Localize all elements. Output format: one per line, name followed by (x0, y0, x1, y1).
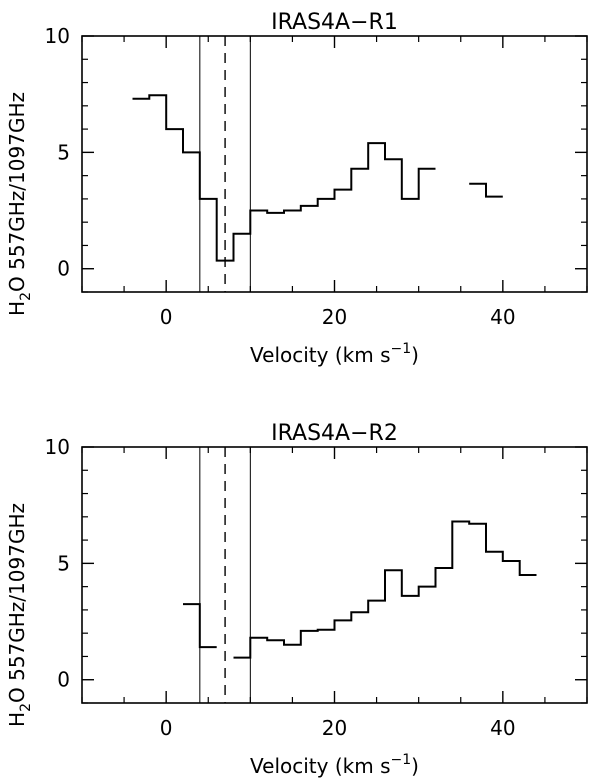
plot-frame (81, 446, 588, 704)
series-step-line (233, 520, 537, 659)
chart-title: IRAS4A−R1 (271, 10, 398, 35)
series-step-line (469, 182, 503, 198)
y-tick-label: 10 (45, 435, 70, 459)
y-tick-label: 10 (45, 24, 70, 48)
plot-frame (81, 35, 588, 293)
x-axis-label: Velocity (km s−1) (250, 752, 419, 778)
y-axis-label: H2O 557GHz/1097GHz (5, 92, 34, 316)
series-step-line (183, 603, 217, 649)
y-tick-label: 5 (57, 551, 70, 575)
chart-title: IRAS4A−R2 (271, 421, 398, 446)
chart-panel-2: 0 20 40 0 5 10 IRAS4A−R2 Velocity (km s−1) H2O 5… (5, 421, 588, 778)
x-tick-label: 20 (322, 305, 347, 329)
series-step-line (132, 94, 436, 262)
chart-panel-1: 0 20 40 0 5 10 IRAS4A−R1 Velocity (km s−1) H2O 5… (5, 10, 588, 367)
y-tick-label: 5 (57, 140, 70, 164)
x-tick-label: 40 (490, 305, 515, 329)
y-tick-label: 0 (57, 257, 70, 281)
y-tick-label: 0 (57, 668, 70, 692)
x-tick-label: 40 (490, 716, 515, 740)
y-axis-label: H2O 557GHz/1097GHz (5, 503, 34, 727)
x-tick-label: 0 (160, 305, 173, 329)
x-axis-label: Velocity (km s−1) (250, 341, 419, 367)
x-tick-label: 0 (160, 716, 173, 740)
x-tick-label: 20 (322, 716, 347, 740)
